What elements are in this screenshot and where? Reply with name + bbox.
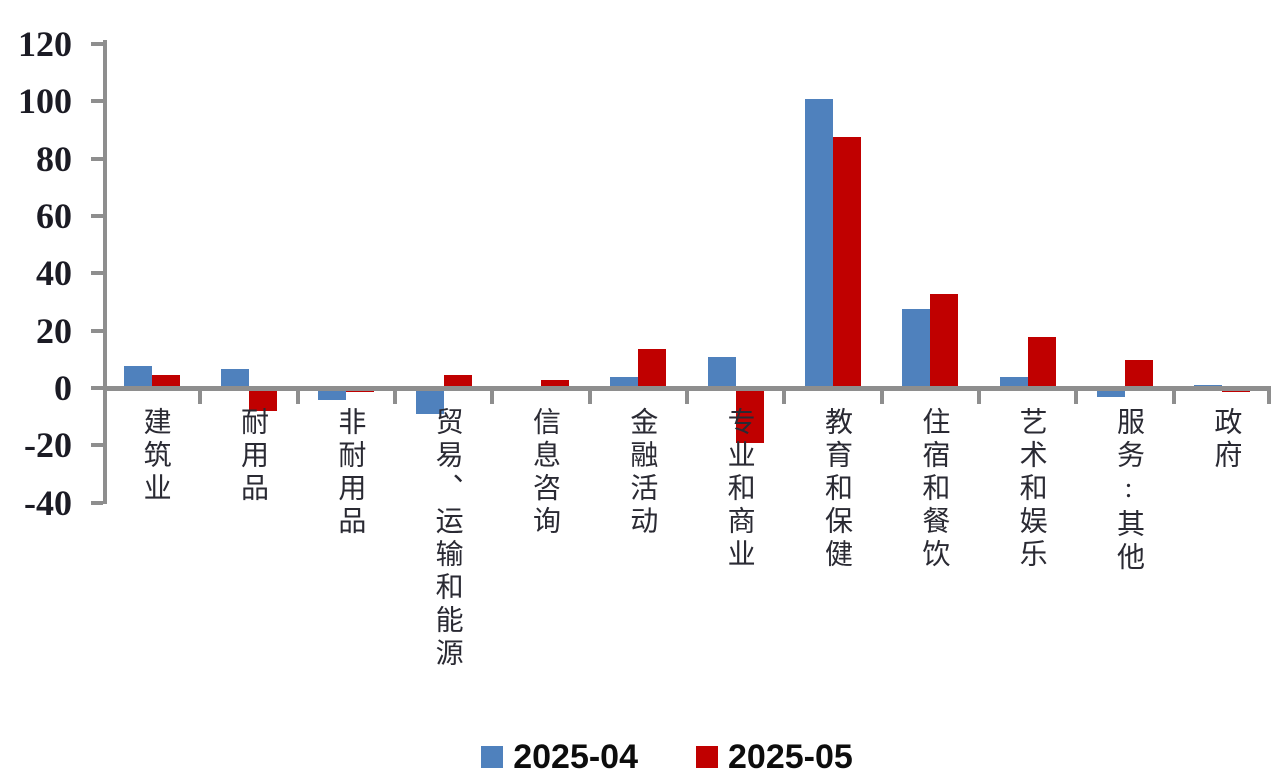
x-axis-tick bbox=[879, 391, 884, 404]
y-axis-tick-label: 100 bbox=[18, 81, 72, 122]
bar-2025-04-专业和商业 bbox=[707, 357, 736, 386]
x-axis-category-label: 非耐用品 bbox=[334, 407, 366, 539]
legend-item-2025-05: 2025-05 bbox=[696, 740, 853, 774]
bar-2025-05-耐用品 bbox=[249, 391, 277, 412]
x-axis-category-label: 贸易、运输和能源 bbox=[431, 407, 463, 671]
y-axis-tick-label: -40 bbox=[24, 482, 72, 523]
x-axis-category-label: 信息咨询 bbox=[529, 407, 560, 539]
bar-2025-04-建筑业 bbox=[123, 365, 152, 386]
bar-2025-04-教育和保健 bbox=[805, 99, 833, 386]
bar-2025-05-贸易、运输和能源 bbox=[443, 374, 472, 386]
x-axis-tick bbox=[587, 391, 592, 404]
legend-swatch-blue-icon bbox=[481, 746, 504, 768]
x-axis-tick bbox=[1267, 391, 1271, 404]
bar-2025-05-住宿和餐饮 bbox=[930, 294, 959, 386]
x-axis-tick bbox=[393, 391, 397, 404]
y-axis-tick-label: 120 bbox=[18, 23, 72, 64]
bar-2025-05-非耐用品 bbox=[346, 391, 375, 393]
bar-2025-04-非耐用品 bbox=[318, 391, 347, 400]
legend-item-2025-04: 2025-04 bbox=[481, 740, 638, 774]
x-axis-category-label: 住宿和餐饮 bbox=[918, 407, 950, 572]
y-axis-tick bbox=[91, 271, 103, 276]
x-axis-category-label: 金融活动 bbox=[626, 407, 658, 539]
bar-2025-05-专业和商业 bbox=[735, 391, 764, 443]
y-axis-tick bbox=[91, 156, 103, 161]
y-axis-tick-label: -20 bbox=[24, 425, 72, 466]
y-axis-tick bbox=[91, 213, 103, 218]
bar-2025-04-政府 bbox=[1194, 384, 1223, 386]
y-axis-tick-label: 60 bbox=[36, 195, 72, 236]
bar-2025-04-耐用品 bbox=[221, 368, 249, 386]
y-axis-tick-label: 0 bbox=[54, 368, 72, 408]
y-axis-tick-label: 40 bbox=[36, 253, 72, 294]
x-axis-category-label: 专业和商业 bbox=[723, 407, 755, 572]
bar-2025-04-金融活动 bbox=[610, 377, 639, 386]
bar-2025-04-艺术和娱乐 bbox=[999, 377, 1028, 386]
y-axis-tick bbox=[91, 99, 103, 104]
bar-2025-05-信息咨询 bbox=[541, 380, 569, 386]
x-axis-tick bbox=[782, 391, 787, 404]
chart-legend: 2025-04 2025-05 bbox=[28, 740, 1278, 774]
bar-2025-04-住宿和餐饮 bbox=[902, 308, 931, 386]
x-axis-category-label: 教育和保健 bbox=[821, 407, 852, 572]
bar-2025-05-建筑业 bbox=[151, 374, 180, 386]
y-axis-tick bbox=[91, 443, 103, 448]
bar-2025-05-服务:其他 bbox=[1125, 360, 1153, 386]
legend-label-2025-04: 2025-04 bbox=[513, 738, 638, 776]
x-axis-tick bbox=[1074, 391, 1079, 404]
x-axis-tick bbox=[1171, 391, 1176, 404]
y-axis-tick bbox=[91, 328, 103, 333]
x-axis-tick bbox=[295, 391, 300, 404]
y-axis-tick bbox=[91, 386, 103, 390]
bar-2025-04-贸易、运输和能源 bbox=[415, 391, 444, 414]
x-axis-category-label: 服务:其他 bbox=[1113, 407, 1144, 575]
x-axis-line bbox=[103, 386, 1271, 391]
bar-2025-05-金融活动 bbox=[638, 348, 667, 386]
bar-2025-05-政府 bbox=[1222, 391, 1251, 393]
legend-label-2025-05: 2025-05 bbox=[728, 738, 853, 776]
x-axis-tick bbox=[490, 391, 495, 404]
x-axis-category-label: 耐用品 bbox=[237, 407, 268, 506]
bar-2025-05-艺术和娱乐 bbox=[1027, 337, 1056, 386]
y-axis-tick-label: 80 bbox=[36, 138, 72, 179]
y-axis-tick bbox=[91, 500, 103, 505]
legend-swatch-red-icon bbox=[696, 746, 718, 768]
x-axis-tick bbox=[685, 391, 689, 404]
y-axis-tick-label: 20 bbox=[36, 310, 72, 351]
x-axis-category-label: 艺术和娱乐 bbox=[1015, 407, 1047, 572]
x-axis-category-label: 建筑业 bbox=[139, 407, 171, 506]
y-axis-tick bbox=[91, 41, 103, 46]
bar-2025-05-教育和保健 bbox=[833, 136, 861, 386]
y-axis-line bbox=[103, 40, 107, 504]
bar-2025-04-服务:其他 bbox=[1097, 391, 1125, 397]
x-axis-category-label: 政府 bbox=[1210, 407, 1242, 473]
x-axis-tick bbox=[198, 391, 203, 404]
x-axis-tick bbox=[977, 391, 981, 404]
